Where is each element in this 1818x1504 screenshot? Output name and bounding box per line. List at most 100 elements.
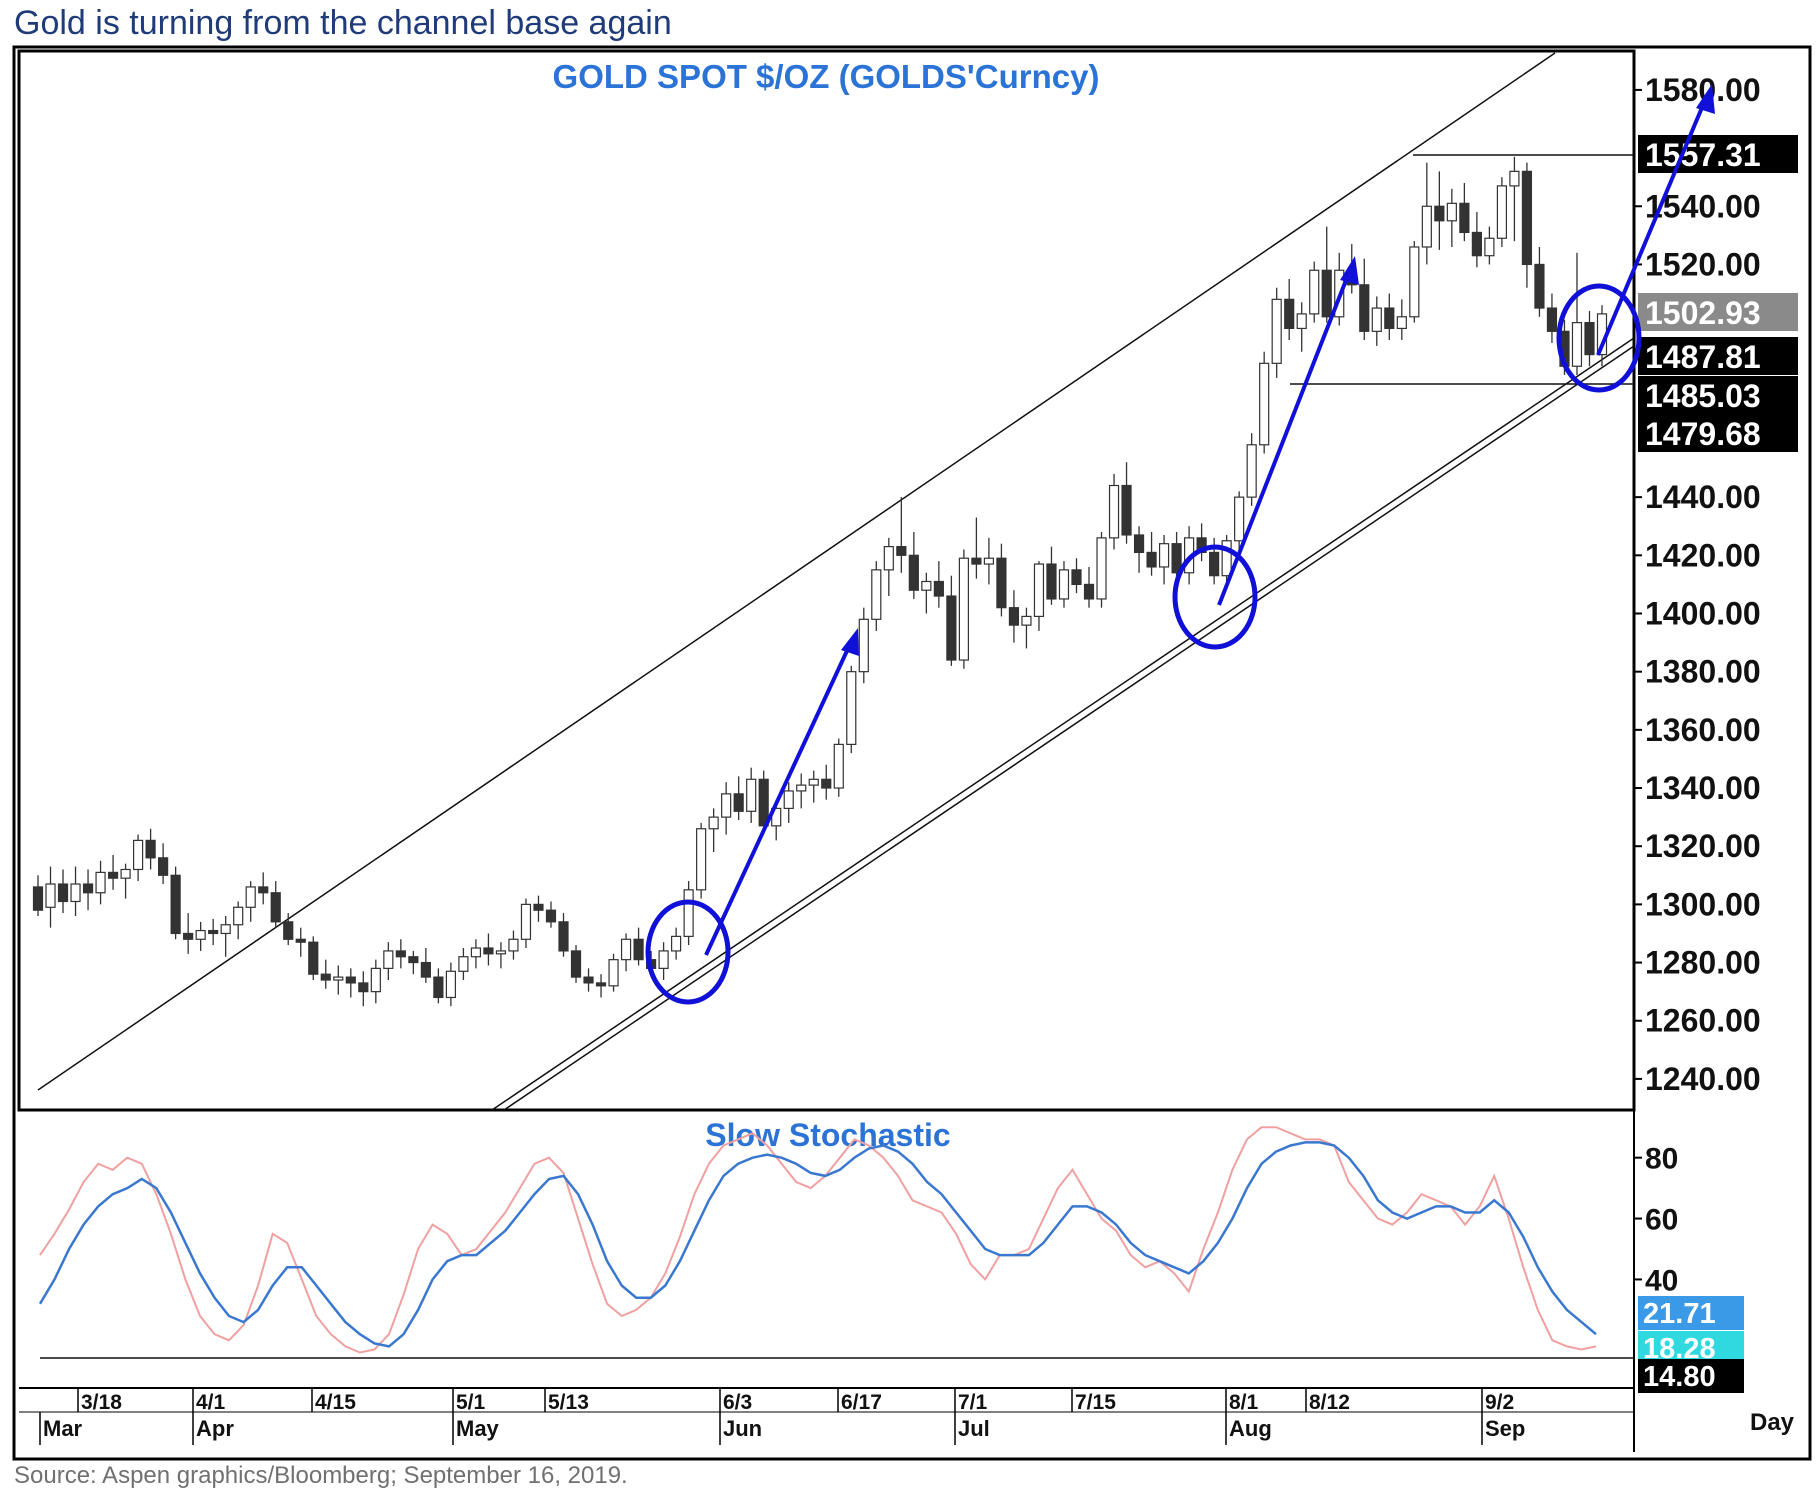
- day-tick-label: 6/17: [841, 1391, 882, 1414]
- candle: [45, 866, 56, 928]
- candle: [483, 933, 494, 966]
- candle: [258, 872, 269, 905]
- candle: [220, 916, 231, 957]
- candle: [1171, 532, 1182, 582]
- candle: [1396, 299, 1407, 341]
- candle: [796, 773, 807, 809]
- candle: [1146, 532, 1157, 576]
- candle: [808, 770, 819, 803]
- candle: [370, 959, 381, 1004]
- candle: [1271, 287, 1282, 378]
- candle: [833, 738, 844, 797]
- candle: [1359, 258, 1370, 341]
- candle: [295, 927, 306, 957]
- candle: [283, 913, 294, 946]
- candle: [1496, 177, 1508, 247]
- candle: [545, 901, 557, 928]
- stochastic-title: Slow Stochastic: [705, 1117, 950, 1153]
- price-tick-label: 1320.00: [1645, 828, 1761, 864]
- month-tick-label: Jul: [958, 1416, 990, 1441]
- candle: [933, 561, 944, 608]
- stochastic-tick-label: 40: [1645, 1264, 1678, 1297]
- candle: [883, 537, 894, 597]
- candle: [821, 764, 832, 800]
- candle: [1321, 226, 1332, 323]
- day-tick-label: 7/15: [1075, 1391, 1116, 1414]
- candle: [333, 965, 344, 995]
- candle: [1409, 241, 1420, 323]
- candle: [208, 918, 219, 946]
- candle: [983, 537, 995, 585]
- candle: [1509, 156, 1520, 242]
- candle: [696, 822, 707, 899]
- candle: [583, 968, 594, 992]
- day-tick-label: 4/15: [315, 1391, 356, 1414]
- price-tick-label: 1300.00: [1645, 886, 1761, 922]
- month-tick-label: Apr: [196, 1416, 234, 1441]
- day-tick-label: 8/1: [1229, 1391, 1259, 1414]
- headline: Gold is turning from the channel base ag…: [14, 4, 672, 42]
- candle: [1484, 226, 1495, 265]
- day-tick-label: 8/12: [1309, 1391, 1350, 1414]
- stochastic-k-line: [39, 1126, 1597, 1354]
- candle: [495, 942, 507, 969]
- candle: [107, 854, 119, 890]
- candle: [1459, 182, 1470, 242]
- channel-lower-line-inner: [503, 345, 1635, 1111]
- price-label-text: 1485.03: [1645, 378, 1761, 414]
- candle: [82, 869, 94, 911]
- candle: [270, 881, 281, 928]
- candlesticks: [32, 156, 1608, 1007]
- candle: [195, 921, 206, 951]
- candle: [958, 549, 969, 669]
- candle: [383, 942, 394, 981]
- day-tick-label: 6/3: [723, 1391, 752, 1414]
- price-tick-label: 1440.00: [1645, 479, 1761, 515]
- candle: [1259, 351, 1270, 454]
- candle: [132, 834, 144, 882]
- candle: [1421, 162, 1432, 265]
- candle: [70, 866, 81, 917]
- candle: [1121, 462, 1132, 544]
- candle: [946, 575, 957, 666]
- candle: [433, 968, 444, 1004]
- outer-frame: [12, 45, 1812, 1461]
- price-label-text: 1557.31: [1645, 137, 1761, 173]
- candle: [1046, 546, 1057, 605]
- candle: [1296, 302, 1307, 352]
- price-tick-label: 1520.00: [1645, 246, 1761, 282]
- candle: [1284, 278, 1295, 341]
- candle: [683, 881, 694, 946]
- price-tick-label: 1280.00: [1645, 945, 1761, 981]
- candle: [1058, 561, 1070, 608]
- stochastic-label-box: [1638, 1296, 1744, 1330]
- turn-circle-september: [1556, 283, 1642, 393]
- candle: [996, 543, 1007, 617]
- stochastic-tick-label: 80: [1645, 1143, 1678, 1176]
- candle: [320, 959, 331, 989]
- candle: [658, 942, 669, 981]
- candle: [345, 968, 356, 998]
- candle: [708, 808, 719, 853]
- candle: [1434, 171, 1445, 250]
- stochastic-d-line: [38, 1141, 1597, 1348]
- candle: [170, 866, 181, 940]
- day-tick-label: 7/1: [958, 1391, 988, 1414]
- rally-arrow-august: [1217, 269, 1352, 606]
- candle: [95, 860, 106, 905]
- month-tick-label: May: [456, 1416, 500, 1441]
- stochastic-axis-ticks: 80 60 40: [1634, 1143, 1678, 1297]
- price-tick-label: 1360.00: [1645, 712, 1761, 748]
- price-tick-label: 1240.00: [1645, 1061, 1761, 1097]
- candle: [908, 532, 919, 599]
- day-tick-label: 5/13: [548, 1391, 589, 1414]
- price-label-box: [1638, 293, 1798, 331]
- stochastic-label-text: 21.71: [1643, 1298, 1716, 1330]
- candle: [721, 782, 732, 835]
- rally-arrow-september-head: [1696, 84, 1715, 114]
- month-tick-label: Jun: [723, 1416, 762, 1441]
- date-axis: 3/18 4/1 4/15 5/1 5/13 6/3 6/17 7/1 7/15 8/1 8/12 9…: [39, 1388, 1525, 1445]
- rally-arrow-august-head: [1340, 256, 1359, 285]
- candle: [871, 561, 882, 631]
